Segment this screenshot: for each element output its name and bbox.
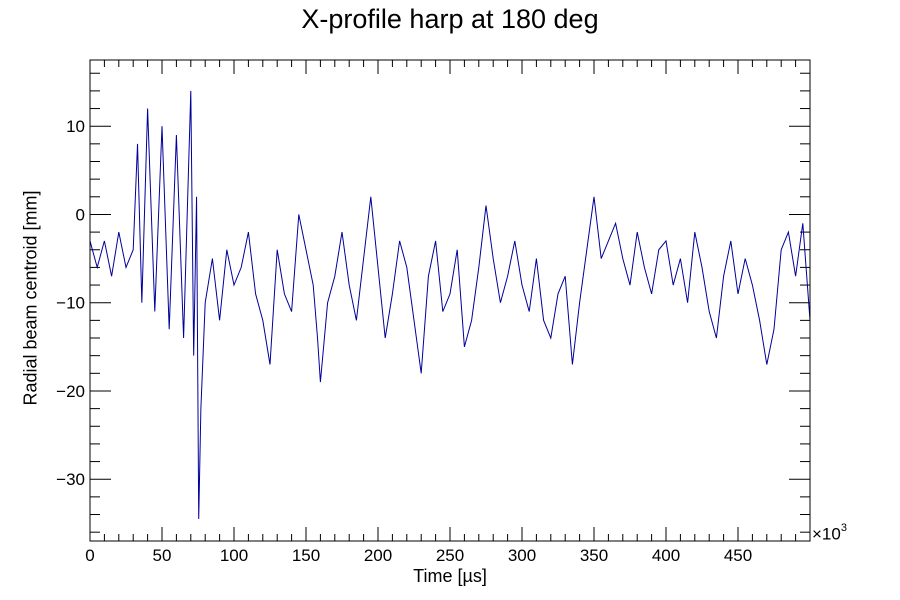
x-axis-label-unit: µs	[462, 566, 482, 586]
x-tick-label: 250	[436, 546, 464, 565]
x-tick-label: 400	[652, 546, 680, 565]
x-axis-multiplier: ×103	[812, 522, 847, 545]
y-tick-label: −30	[56, 470, 85, 489]
x-tick-label: 200	[364, 546, 392, 565]
chart-title: X-profile harp at 180 deg	[301, 4, 599, 34]
x-multiplier-exponent: 3	[840, 522, 847, 534]
x-tick-label: 450	[724, 546, 752, 565]
y-tick-label: 10	[66, 117, 85, 136]
x-axis-label-prefix: Time [	[413, 566, 463, 586]
x-tick-label: 50	[153, 546, 172, 565]
x-tick-label: 0	[85, 546, 94, 565]
y-tick-label: −20	[56, 382, 85, 401]
plot-frame	[89, 59, 811, 542]
x-tick-label: 100	[220, 546, 248, 565]
y-tick-label: −10	[56, 294, 85, 313]
axis-ticks	[89, 60, 811, 541]
x-tick-label: 300	[508, 546, 536, 565]
series-line	[90, 90, 810, 519]
x-axis-label-suffix: ]	[481, 566, 487, 586]
x-tick-label: 350	[580, 546, 608, 565]
tick-labels: 0 50 100 150 200 250 300 350 400 450 −30 −20 −10 0 10	[56, 117, 752, 565]
y-tick-label: 0	[76, 205, 85, 224]
x-axis-label: Time [µs]	[0, 566, 900, 587]
x-tick-label: 150	[292, 546, 320, 565]
x-multiplier-base: ×10	[812, 524, 841, 544]
y-axis-label: Radial beam centroid [mm]	[20, 190, 41, 406]
